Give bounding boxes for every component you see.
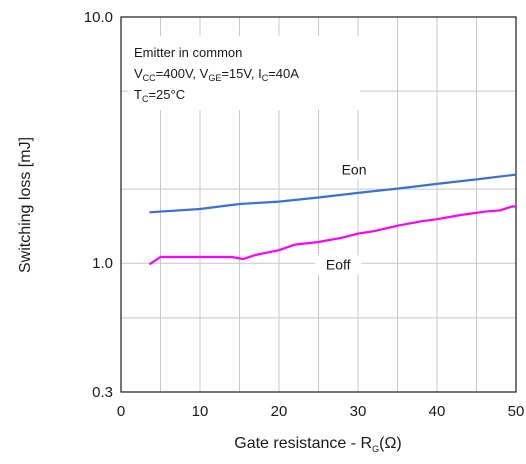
y-tick-label: 1.0 (92, 255, 113, 272)
series-label-eon: Eon (342, 161, 367, 177)
x-axis-label: Gate resistance - RG(Ω) (234, 435, 401, 454)
annotation-background (128, 36, 360, 110)
x-tick-label: 50 (508, 403, 525, 420)
series-labels: Eon Eoff (315, 160, 373, 275)
conditions-annotation: Emitter in common VCC=400V, VGE=15V, IC=… (128, 36, 360, 110)
series-label-background (335, 160, 373, 180)
x-tick-label: 0 (117, 403, 125, 420)
y-axis-label: Switching loss [mJ] (17, 137, 34, 273)
series-label-background (315, 255, 362, 275)
plot-frame (120, 16, 517, 393)
x-tick-label: 20 (271, 403, 288, 420)
annotation-line-3: TC=25°C (134, 87, 185, 104)
series-layer (148, 173, 517, 266)
series-line-eoff (148, 205, 516, 266)
series-line-eon (149, 173, 517, 214)
y-tick-labels: 0.3 1.0 10.0 (84, 9, 113, 401)
annotation-line-1: Emitter in common (134, 45, 242, 60)
x-tick-label: 30 (350, 403, 367, 420)
x-tick-label: 10 (192, 403, 209, 420)
x-tick-labels: 0 10 20 30 40 50 (117, 403, 525, 420)
annotation-line-2: VCC=400V, VGE=15V, IC=40A (134, 66, 299, 83)
y-tick-label: 10.0 (84, 9, 113, 26)
y-tick-label: 0.3 (92, 384, 113, 401)
x-tick-label: 40 (429, 403, 446, 420)
series-label-eoff: Eoff (326, 256, 351, 272)
